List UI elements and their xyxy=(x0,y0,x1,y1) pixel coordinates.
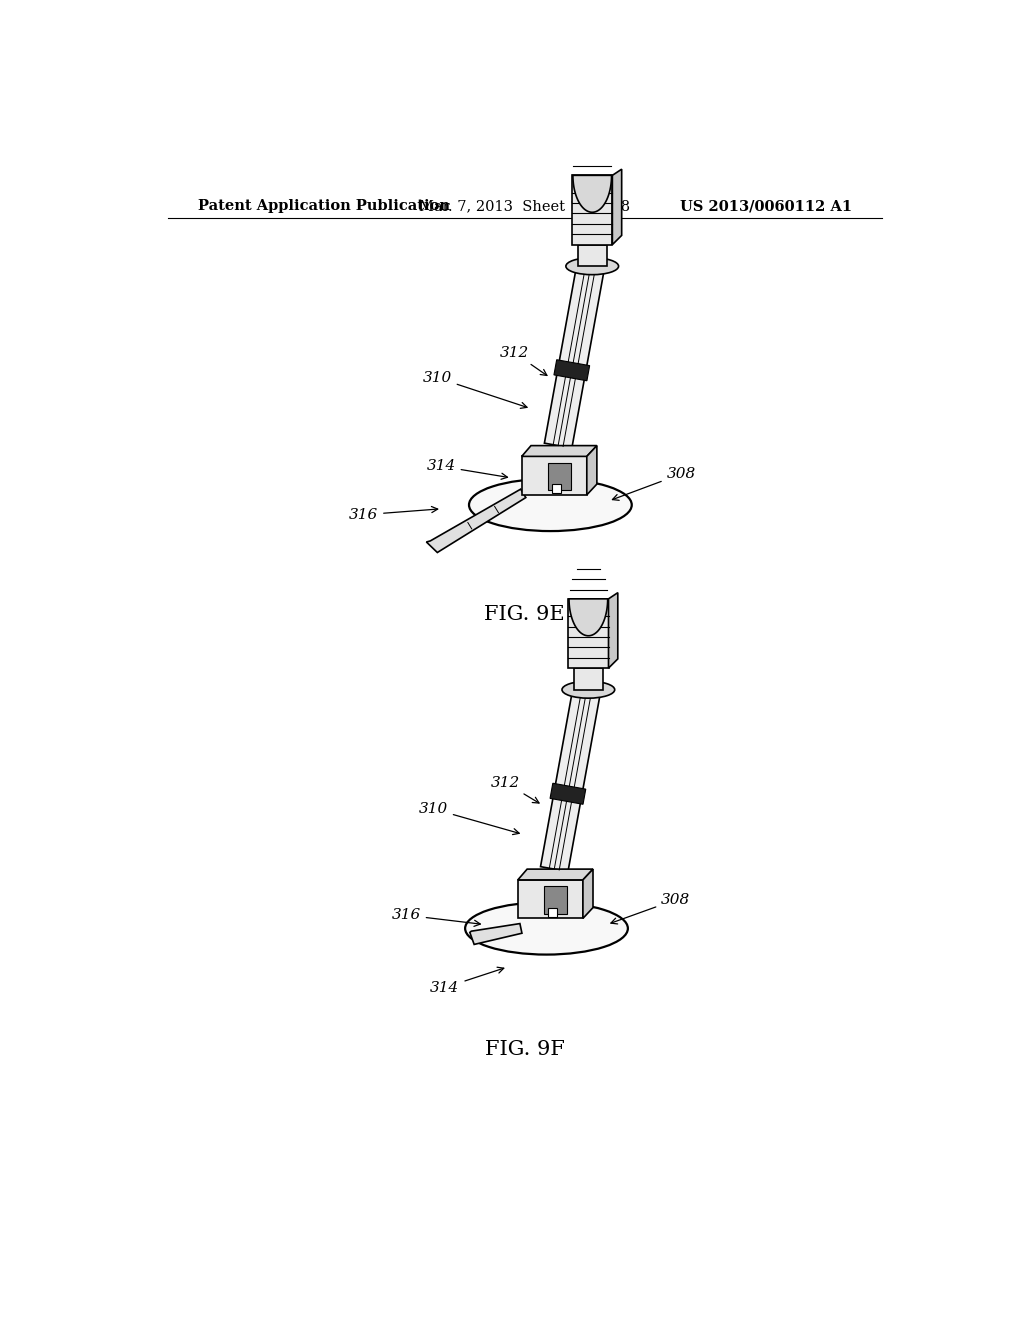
Polygon shape xyxy=(583,869,593,919)
Polygon shape xyxy=(568,599,608,668)
Text: 312: 312 xyxy=(490,776,539,803)
Polygon shape xyxy=(470,924,522,944)
Polygon shape xyxy=(550,783,586,804)
Polygon shape xyxy=(587,446,597,495)
Text: Mar. 7, 2013  Sheet 17 of 48: Mar. 7, 2013 Sheet 17 of 48 xyxy=(419,199,631,213)
Text: 312: 312 xyxy=(500,346,547,375)
Polygon shape xyxy=(544,886,567,913)
Polygon shape xyxy=(569,599,607,636)
Text: 316: 316 xyxy=(349,507,437,521)
Polygon shape xyxy=(518,880,583,919)
Polygon shape xyxy=(578,244,607,267)
Ellipse shape xyxy=(562,681,614,698)
Text: 314: 314 xyxy=(426,459,508,479)
Polygon shape xyxy=(541,688,600,871)
Text: US 2013/0060112 A1: US 2013/0060112 A1 xyxy=(680,199,852,213)
Text: 310: 310 xyxy=(423,371,527,408)
Text: 308: 308 xyxy=(611,892,690,924)
Ellipse shape xyxy=(469,479,632,531)
Polygon shape xyxy=(572,176,612,244)
Polygon shape xyxy=(426,490,526,553)
Bar xyxy=(548,908,557,917)
Ellipse shape xyxy=(566,257,618,275)
Polygon shape xyxy=(612,169,622,244)
Polygon shape xyxy=(573,668,603,689)
Bar xyxy=(552,484,561,494)
Text: Patent Application Publication: Patent Application Publication xyxy=(198,199,450,213)
Ellipse shape xyxy=(465,903,628,954)
Polygon shape xyxy=(545,264,604,447)
Polygon shape xyxy=(608,593,617,668)
Polygon shape xyxy=(554,360,590,380)
Text: FIG. 9F: FIG. 9F xyxy=(484,1040,565,1059)
Polygon shape xyxy=(548,462,571,490)
Text: FIG. 9E: FIG. 9E xyxy=(484,605,565,624)
Text: 314: 314 xyxy=(430,968,504,994)
Text: 308: 308 xyxy=(612,467,696,500)
Text: 310: 310 xyxy=(419,801,519,834)
Polygon shape xyxy=(572,176,611,213)
Polygon shape xyxy=(518,869,593,880)
Polygon shape xyxy=(521,457,587,495)
Polygon shape xyxy=(521,446,597,457)
Text: 316: 316 xyxy=(391,908,480,927)
